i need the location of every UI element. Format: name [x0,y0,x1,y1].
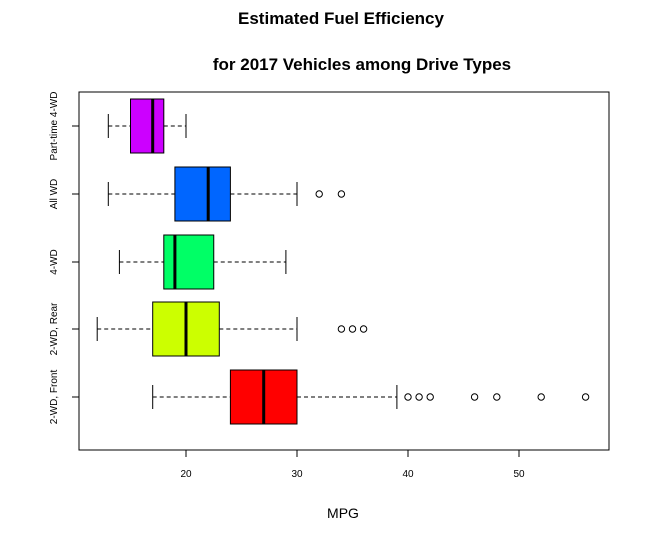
outlier-point [337,190,346,198]
y-tick-label: All WD [49,179,60,210]
box-iqr [163,234,215,290]
outlier-point [426,393,434,401]
box-group-3 [107,166,346,222]
y-tick-label: 4-WD [49,249,60,275]
outlier-point [337,325,346,333]
y-axis: 2-WD, Front 2-WD, Rear 4-WD All WD Part-time… [49,92,80,425]
box-group-1 [96,301,368,357]
chart-title-line2: for 2017 Vehicles among Drive Types [213,55,511,74]
y-tick-label: 2-WD, Rear [49,302,60,355]
outlier-point [537,393,545,401]
x-tick-label: 20 [180,469,192,480]
x-axis: 20 30 40 50 [180,449,525,480]
x-tick-label: 40 [402,469,414,480]
outlier-point [470,393,479,401]
outlier-point [581,393,590,401]
x-tick-label: 50 [513,469,525,480]
box-group-0 [152,369,590,425]
outlier-point [415,393,423,401]
outlier-point [493,393,501,401]
box-iqr [174,166,231,222]
x-axis-label: MPG [327,505,359,521]
box-iqr [130,98,165,154]
outlier-point [359,325,368,333]
outlier-point [404,393,412,401]
x-tick-label: 30 [291,469,303,480]
box-group-2 [118,234,287,290]
outlier-point [348,325,357,333]
y-tick-label: 2-WD, Front [49,370,60,425]
outlier-point [315,190,323,198]
y-tick-label: Part-time 4-WD [49,92,60,161]
box-group-4 [107,98,187,154]
chart-title-line1: Estimated Fuel Efficiency [238,9,444,28]
plot-area [96,98,590,425]
